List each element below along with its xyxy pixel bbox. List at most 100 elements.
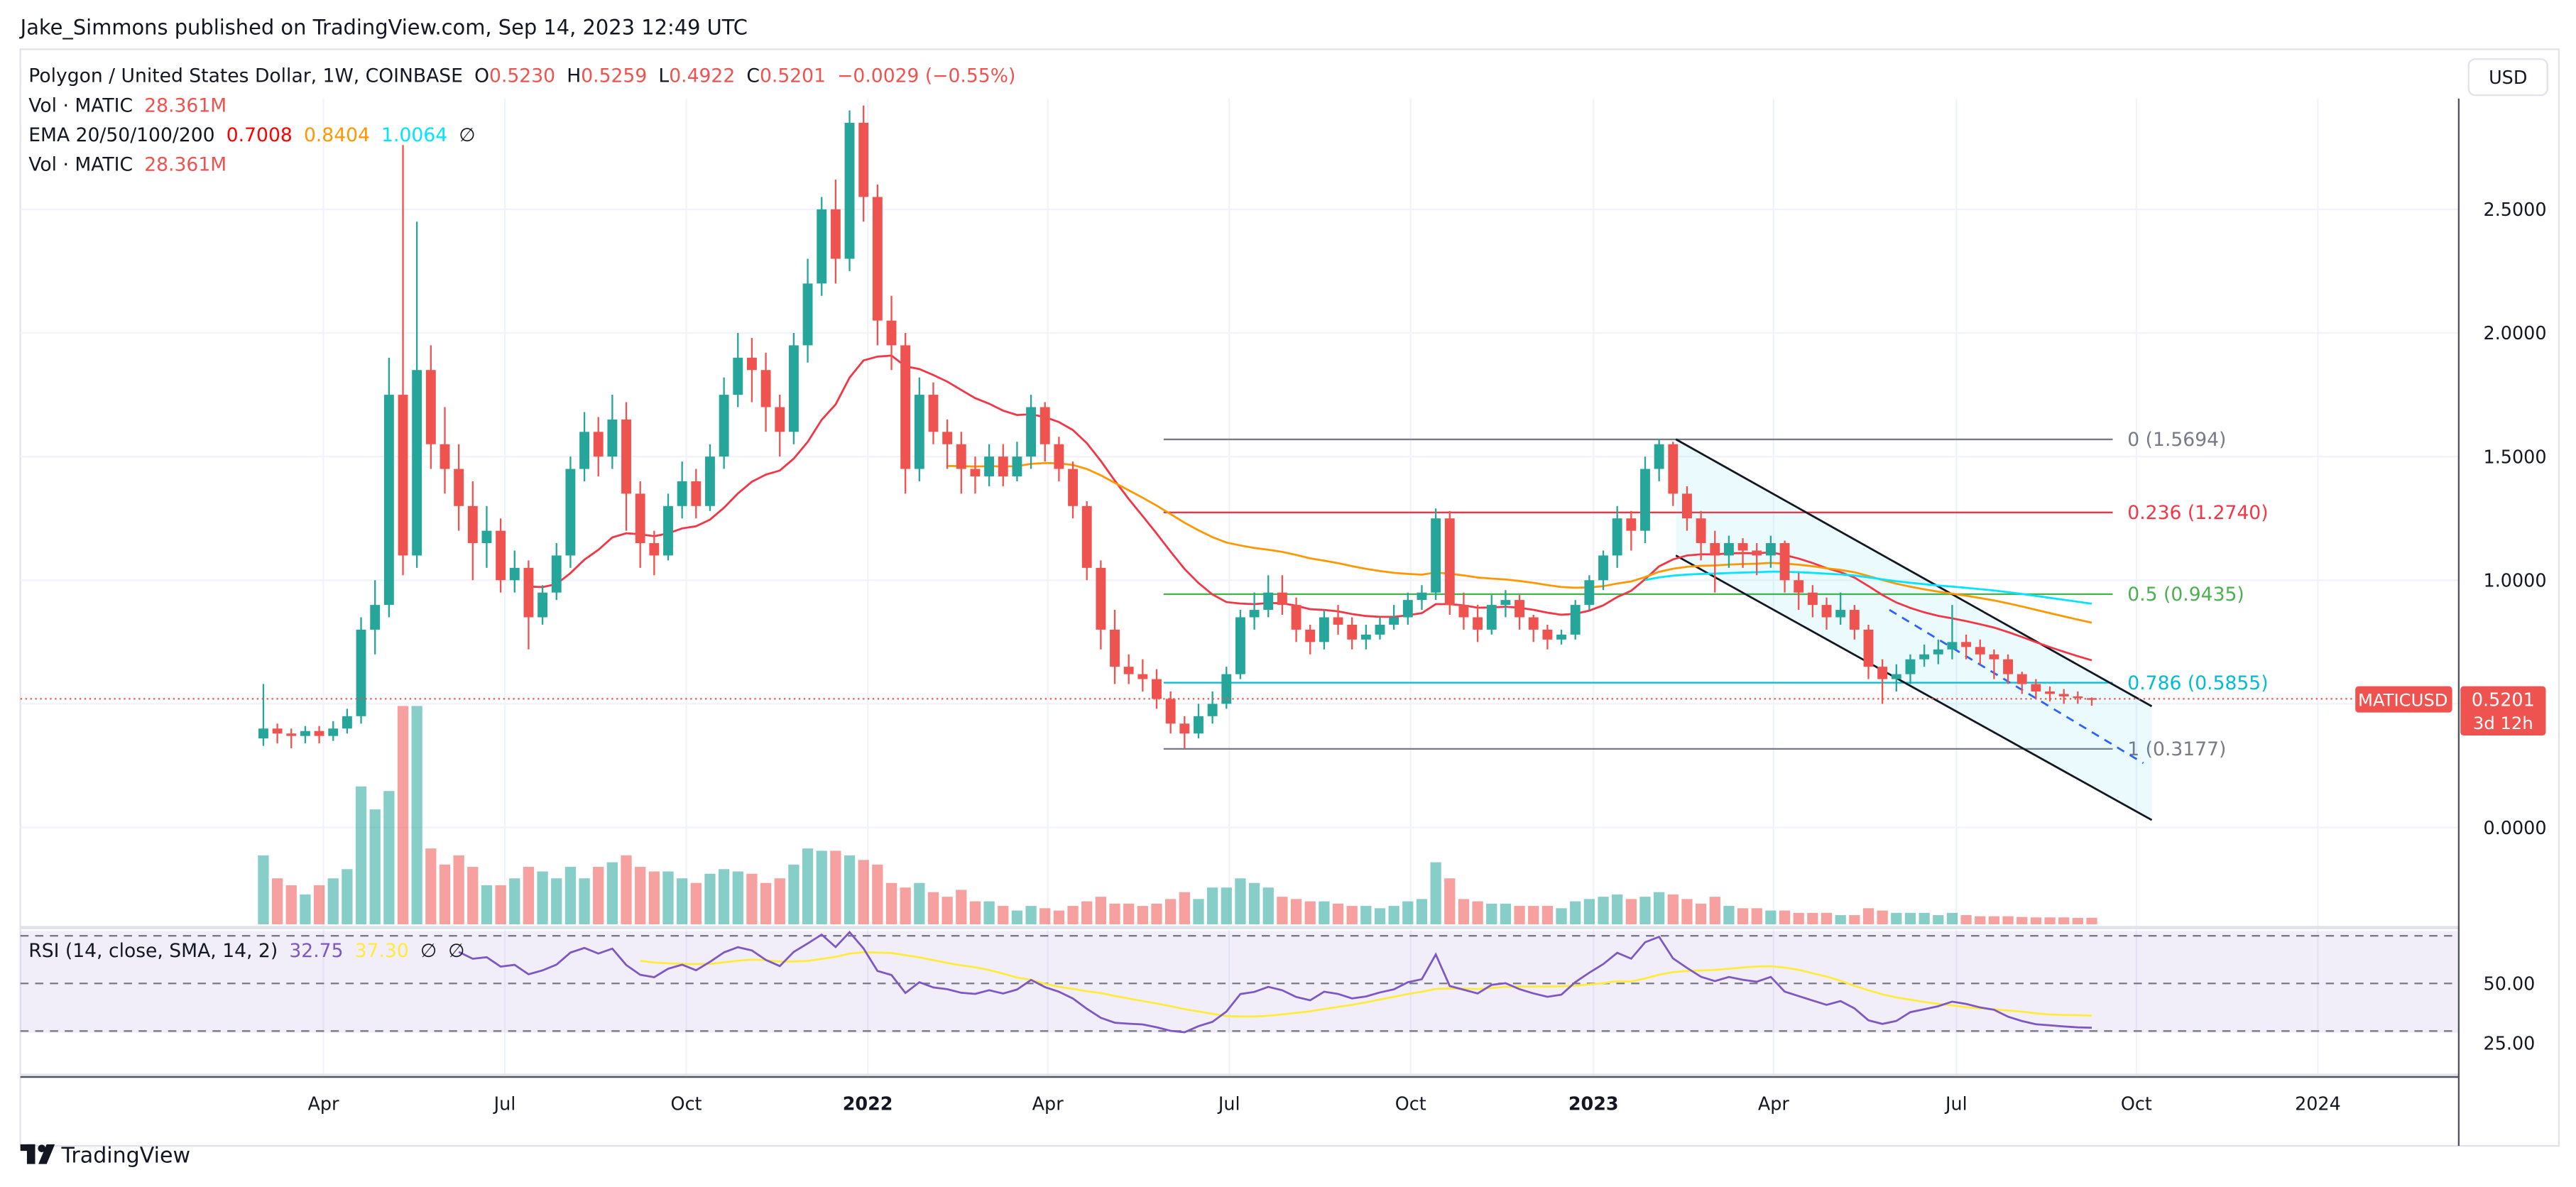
volume-bar bbox=[342, 869, 353, 924]
candle-body bbox=[1096, 567, 1106, 630]
candle-body bbox=[342, 716, 352, 729]
volume-value-2: 28.361M bbox=[144, 154, 227, 176]
rsi-line bbox=[458, 930, 2092, 1034]
candle-body bbox=[328, 728, 339, 736]
candle-body bbox=[1961, 642, 1972, 647]
volume-label: Vol · MATIC bbox=[28, 94, 133, 116]
candle-body bbox=[1794, 580, 1804, 593]
volume-bar bbox=[313, 885, 325, 924]
volume-bar bbox=[1919, 912, 1930, 924]
candle-body bbox=[2016, 674, 2027, 684]
volume-bar bbox=[1360, 906, 1372, 924]
volume-bar bbox=[1179, 892, 1190, 924]
candle-body bbox=[1249, 610, 1260, 618]
volume-bar bbox=[1402, 901, 1414, 924]
time-tick-label: Apr bbox=[1032, 1093, 1064, 1114]
ema50-value: 0.8404 bbox=[304, 124, 370, 146]
candles bbox=[20, 105, 2356, 749]
candle-body bbox=[663, 505, 673, 556]
volume-bar bbox=[2072, 917, 2083, 924]
volume-bar bbox=[1206, 887, 1218, 924]
channel-upper-line bbox=[1675, 438, 2153, 708]
publisher-line: Jake_Simmons published on TradingView.co… bbox=[19, 16, 748, 40]
candle-body bbox=[1849, 610, 1860, 630]
candle-body bbox=[802, 283, 813, 346]
candle-body bbox=[691, 481, 702, 506]
candle-body bbox=[1137, 674, 1148, 679]
candle-body bbox=[300, 731, 310, 736]
volume-bar bbox=[1737, 908, 1749, 924]
legend-volume-2[interactable]: Vol · MATIC 28.361M bbox=[28, 154, 227, 176]
currency-button[interactable]: USD bbox=[2467, 58, 2548, 97]
candle-body bbox=[1877, 667, 1888, 679]
candle-body bbox=[398, 395, 408, 556]
candle-body bbox=[1975, 647, 1985, 655]
volume-bar bbox=[1528, 906, 1539, 924]
time-tick-label: Oct bbox=[1395, 1093, 1426, 1114]
volume-bar bbox=[2030, 917, 2042, 924]
volume-bar bbox=[1290, 899, 1302, 924]
candle-body bbox=[356, 629, 366, 716]
volume-bar bbox=[1723, 906, 1735, 924]
volume-bar bbox=[690, 882, 702, 924]
o-label: O bbox=[474, 65, 489, 87]
candle-body bbox=[1835, 610, 1846, 618]
volume-bar bbox=[1346, 906, 1358, 924]
volume-bar bbox=[1960, 915, 1972, 924]
ema50-line bbox=[947, 461, 2092, 624]
legend-rsi[interactable]: RSI (14, close, SMA, 14, 2) 32.75 37.30 ∅ ∅ bbox=[28, 940, 464, 962]
rsi-sma-line bbox=[640, 951, 2092, 1018]
legend-volume[interactable]: Vol · MATIC 28.361M bbox=[28, 94, 227, 116]
tradingview-logo[interactable]: TradingView bbox=[20, 1143, 190, 1168]
volume-bar bbox=[969, 901, 981, 924]
time-tick-label: Jul bbox=[493, 1093, 516, 1114]
fib-level-label: 0.236 (1.2740) bbox=[2127, 502, 2268, 524]
time-tick-label: Apr bbox=[307, 1093, 339, 1114]
volume-bar bbox=[1639, 897, 1651, 924]
volume-bar bbox=[383, 791, 395, 924]
candle-body bbox=[1486, 605, 1497, 630]
volume-bar bbox=[537, 871, 548, 924]
volume-bar bbox=[593, 867, 604, 924]
volume-bar bbox=[1486, 903, 1497, 924]
candle-body bbox=[1207, 704, 1218, 716]
parallel-channel[interactable] bbox=[1675, 438, 2153, 821]
volume-bar bbox=[1458, 899, 1470, 924]
volume-bar bbox=[621, 855, 632, 924]
price-badge-bg bbox=[2460, 686, 2546, 736]
legend-ema[interactable]: EMA 20/50/100/200 0.7008 0.8404 1.0064 ∅ bbox=[28, 124, 475, 146]
volume-bar bbox=[1779, 910, 1791, 924]
candle-body bbox=[509, 567, 520, 581]
volume-bar bbox=[2002, 916, 2014, 924]
volume-bar bbox=[439, 864, 451, 924]
volume-bar bbox=[285, 885, 297, 924]
axes[interactable]: 2.5000 2.0000 1.5000 1.0000 0.0000 Apr Jul Oct 2… bbox=[307, 199, 2546, 1114]
candle-body bbox=[1737, 543, 1748, 551]
candle-body bbox=[733, 357, 743, 395]
volume-bar bbox=[425, 848, 437, 924]
volume-bar bbox=[1695, 903, 1707, 924]
current-price-badge: MATICUSD 0.5201 3d 12h bbox=[2355, 686, 2546, 736]
volume-bar bbox=[369, 809, 381, 924]
ema200-value: ∅ bbox=[459, 124, 475, 146]
candle-body bbox=[1444, 518, 1455, 606]
time-tick-label: Apr bbox=[1758, 1093, 1790, 1114]
volume-bar bbox=[1500, 903, 1512, 924]
volume-bar bbox=[1039, 908, 1051, 924]
candle-body bbox=[593, 432, 604, 457]
volume-bar bbox=[1388, 906, 1399, 924]
price-badge-value: 0.5201 bbox=[2472, 689, 2535, 710]
candle-body bbox=[1221, 674, 1232, 704]
volume-bar bbox=[1598, 897, 1609, 924]
volume-bar bbox=[1904, 912, 1916, 924]
candle-body bbox=[523, 567, 534, 618]
volume-bar bbox=[2086, 917, 2097, 924]
candle-body bbox=[370, 605, 381, 630]
symbol-title: Polygon / United States Dollar, 1W, COIN… bbox=[28, 65, 463, 87]
candle-body bbox=[1026, 407, 1037, 457]
candle-body bbox=[1570, 605, 1581, 635]
candle-body bbox=[1528, 617, 1539, 630]
rsi-pane bbox=[20, 930, 2459, 1034]
candle-body bbox=[1765, 543, 1776, 556]
candle-body bbox=[788, 345, 799, 432]
